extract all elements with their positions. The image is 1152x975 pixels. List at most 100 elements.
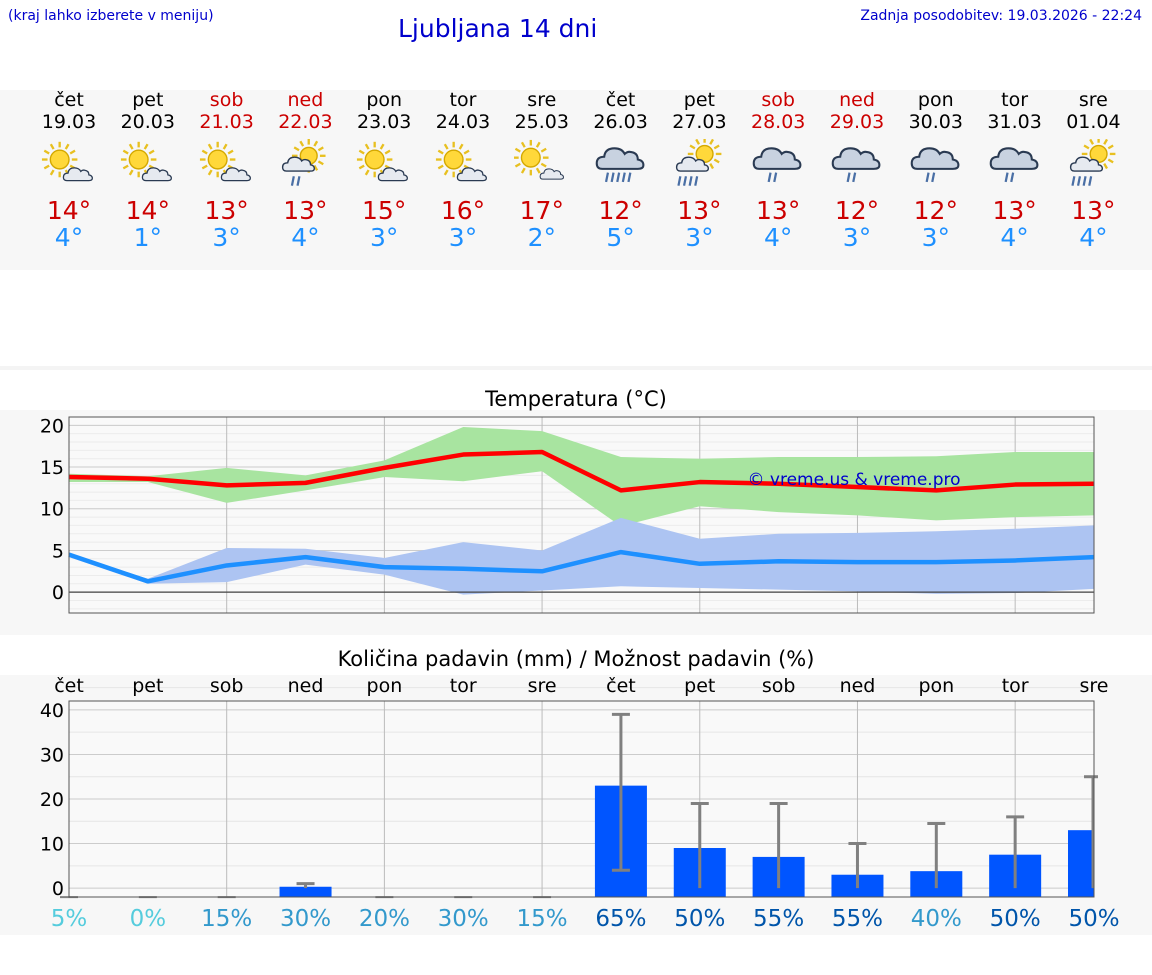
y-tick-label: 15: [40, 457, 64, 479]
day-name: pon: [917, 89, 954, 111]
precipitation-probability: 15%: [201, 906, 252, 932]
cloud-rain-icon: [750, 139, 806, 195]
max-temperature: 15°: [362, 196, 407, 225]
temperature-chart-title: Temperatura (°C): [485, 387, 667, 411]
max-temperature: 12°: [598, 196, 643, 225]
temperature-chart: 20 15 10 5 0 © vreme.us & vreme.pro: [40, 415, 1095, 614]
daily-forecast-strip: čet 19.03 14° 4° pet 20.03 14° 1° sob 21.03 13° 3° n…: [0, 90, 1152, 270]
y-tick-label: 20: [40, 415, 64, 437]
day-label: sre: [1080, 675, 1109, 697]
cloud-heavy-rain-icon: [593, 139, 649, 195]
min-temperature: 3°: [685, 223, 714, 252]
day-date: 21.03: [199, 111, 254, 133]
day-name: pet: [683, 89, 715, 111]
day-column: tor 24.03 16° 3°: [424, 90, 502, 252]
day-column: ned 29.03 12° 3°: [818, 90, 896, 252]
day-label: ned: [840, 675, 876, 697]
precipitation-probability: 5%: [51, 906, 88, 932]
day-date: 01.04: [1066, 111, 1121, 133]
precipitation-probability: 15%: [517, 906, 568, 932]
watermark: © vreme.us & vreme.pro: [747, 470, 960, 490]
sun-cloud-rain-icon: [277, 139, 333, 195]
day-column: sob 21.03 13° 3°: [188, 90, 266, 252]
min-temperature: 1°: [133, 223, 162, 252]
day-date: 23.03: [356, 111, 412, 133]
plot-frame: [68, 416, 1095, 614]
plot-frame: [68, 700, 1095, 898]
day-name: tor: [449, 89, 477, 111]
max-temperature-line: [68, 449, 1095, 493]
day-name: ned: [839, 89, 875, 111]
min-temperature: 5°: [606, 223, 635, 252]
day-date: 24.03: [435, 111, 491, 133]
precipitation-bar: [1068, 830, 1094, 898]
day-name: sre: [1078, 89, 1108, 111]
sun-cloud-icon: [356, 139, 412, 195]
day-name: čet: [54, 89, 84, 111]
min-temperature: 4°: [291, 223, 320, 252]
y-tick-label: 10: [40, 499, 64, 521]
min-temperature: 3°: [448, 223, 478, 252]
max-temperature: 17°: [519, 196, 564, 225]
sun-cloud-icon: [120, 139, 176, 195]
sun-cloud-heavy-rain-icon: [1065, 137, 1121, 195]
day-label: sob: [210, 675, 244, 697]
precipitation-probability: 0%: [130, 906, 167, 932]
precipitation-bar: [279, 886, 332, 898]
day-column: sre 01.04 13° 4°: [1054, 90, 1132, 252]
sun-cloud-heavy-rain-icon: [671, 137, 727, 195]
day-column: tor 31.03 13° 4°: [976, 90, 1054, 252]
min-temperature: 4°: [54, 223, 84, 252]
day-column: ned 22.03 13° 4°: [266, 90, 344, 252]
sun-cloud-icon: [435, 139, 491, 195]
min-temperature: 3°: [842, 223, 872, 252]
day-label: čet: [54, 675, 84, 697]
day-column: sob 28.03 13° 4°: [739, 90, 817, 252]
min-temperature-line: [68, 549, 1095, 584]
day-name: čet: [605, 89, 636, 111]
precipitation-probability: 40%: [911, 906, 962, 932]
max-temperature: 13°: [283, 196, 328, 225]
day-column: pon 23.03 15° 3°: [345, 90, 423, 252]
day-name: tor: [1001, 89, 1029, 111]
day-label: pet: [684, 675, 715, 697]
max-temperature: 14°: [125, 196, 170, 225]
max-temperature: 12°: [913, 196, 958, 225]
precipitation-probability: 30%: [438, 906, 489, 932]
y-tick-label: 30: [40, 744, 64, 766]
precipitation-chart: čet pet sob ned pon tor sre čet pet sob ned pon tor s…: [40, 675, 1120, 932]
max-temperature: 13°: [204, 196, 249, 225]
cloud-rain-icon: [908, 139, 964, 195]
precipitation-probability: 50%: [674, 906, 725, 932]
location-hint: (kraj lahko izberete v meniju): [8, 8, 214, 24]
y-tick-label: 0: [52, 878, 64, 900]
min-temperature: 3°: [369, 223, 399, 252]
max-temperature: 16°: [440, 196, 486, 225]
max-temperature: 13°: [992, 196, 1037, 225]
cloud-rain-icon: [987, 139, 1043, 195]
day-date: 27.03: [672, 111, 727, 133]
day-name: pon: [366, 89, 403, 111]
day-date: 25.03: [514, 111, 569, 133]
day-column: čet 26.03 12° 5°: [582, 90, 660, 252]
precipitation-probability: 50%: [1068, 906, 1119, 932]
day-column: pet 20.03 14° 1°: [109, 90, 187, 252]
day-name: sre: [527, 89, 557, 111]
separator: [0, 366, 1152, 370]
max-temperature: 13°: [756, 196, 801, 225]
day-name: sob: [209, 89, 244, 111]
day-date: 22.03: [278, 111, 333, 133]
day-label: tor: [1002, 675, 1029, 697]
last-update: Zadnja posodobitev: 19.03.2026 - 22:24: [860, 8, 1142, 24]
day-date: 28.03: [750, 111, 806, 133]
y-tick-label: 20: [40, 789, 64, 811]
day-column: pet 27.03 13° 3°: [660, 90, 738, 252]
min-temperature: 4°: [1000, 223, 1029, 252]
min-temperature: 2°: [527, 223, 556, 252]
precipitation-probability: 55%: [832, 906, 883, 932]
precipitation-probability: 65%: [595, 906, 646, 932]
day-label: sre: [528, 675, 557, 697]
max-temperature: 13°: [677, 196, 722, 225]
y-tick-label: 40: [40, 700, 64, 722]
precipitation-probability: 30%: [280, 906, 331, 932]
